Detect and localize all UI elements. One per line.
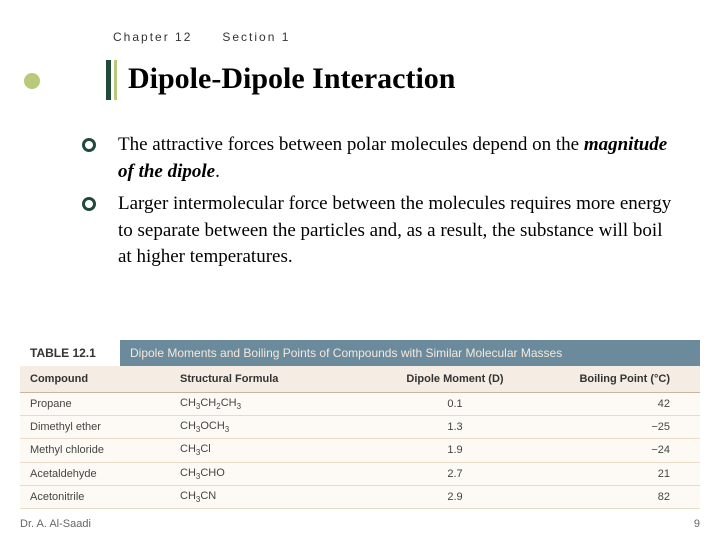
col-header-dipole: Dipole Moment (D) xyxy=(370,366,540,393)
cell-bp: 82 xyxy=(540,485,700,508)
compounds-table: Compound Structural Formula Dipole Momen… xyxy=(20,366,700,509)
footer-page-number: 9 xyxy=(694,518,700,530)
cell-bp: 21 xyxy=(540,462,700,485)
cell-formula: CH3CN xyxy=(170,485,370,508)
cell-dipole: 0.1 xyxy=(370,393,540,416)
bullet-text: Larger intermolecular force between the … xyxy=(118,191,672,271)
cell-compound: Acetaldehyde xyxy=(20,462,170,485)
slide-header: Chapter 12 Section 1 xyxy=(113,30,290,44)
chapter-label: Chapter 12 xyxy=(113,30,192,44)
col-header-formula: Structural Formula xyxy=(170,366,370,393)
bullet-marker-icon xyxy=(82,197,96,211)
table-row: PropaneCH3CH2CH30.142 xyxy=(20,393,700,416)
table-number: TABLE 12.1 xyxy=(20,340,120,366)
table-header-row: Compound Structural Formula Dipole Momen… xyxy=(20,366,700,393)
cell-dipole: 2.7 xyxy=(370,462,540,485)
table-row: AcetaldehydeCH3CHO2.721 xyxy=(20,462,700,485)
accent-dot xyxy=(24,73,40,89)
col-header-compound: Compound xyxy=(20,366,170,393)
cell-dipole: 1.9 xyxy=(370,439,540,462)
col-header-bp: Boiling Point (°C) xyxy=(540,366,700,393)
table-title-row: TABLE 12.1 Dipole Moments and Boiling Po… xyxy=(20,340,700,366)
cell-formula: CH3CH2CH3 xyxy=(170,393,370,416)
cell-dipole: 2.9 xyxy=(370,485,540,508)
title-accent-bars xyxy=(106,60,117,100)
cell-compound: Methyl chloride xyxy=(20,439,170,462)
table-row: Dimethyl etherCH3OCH31.3−25 xyxy=(20,416,700,439)
cell-formula: CH3CHO xyxy=(170,462,370,485)
footer-author: Dr. A. Al-Saadi xyxy=(20,518,91,530)
cell-bp: −25 xyxy=(540,416,700,439)
cell-formula: CH3OCH3 xyxy=(170,416,370,439)
cell-bp: −24 xyxy=(540,439,700,462)
table-row: AcetonitrileCH3CN2.982 xyxy=(20,485,700,508)
data-table: TABLE 12.1 Dipole Moments and Boiling Po… xyxy=(20,340,700,509)
cell-compound: Dimethyl ether xyxy=(20,416,170,439)
table-row: Methyl chlorideCH3Cl1.9−24 xyxy=(20,439,700,462)
cell-bp: 42 xyxy=(540,393,700,416)
slide-title: Dipole-Dipole Interaction xyxy=(128,62,455,96)
table-caption: Dipole Moments and Boiling Points of Com… xyxy=(120,340,700,366)
cell-compound: Acetonitrile xyxy=(20,485,170,508)
bullet-list: The attractive forces between polar mole… xyxy=(82,132,672,277)
cell-dipole: 1.3 xyxy=(370,416,540,439)
bullet-text: The attractive forces between polar mole… xyxy=(118,132,672,185)
bullet-item: The attractive forces between polar mole… xyxy=(82,132,672,185)
bullet-marker-icon xyxy=(82,138,96,152)
cell-formula: CH3Cl xyxy=(170,439,370,462)
cell-compound: Propane xyxy=(20,393,170,416)
bullet-item: Larger intermolecular force between the … xyxy=(82,191,672,271)
section-label: Section 1 xyxy=(222,30,290,44)
